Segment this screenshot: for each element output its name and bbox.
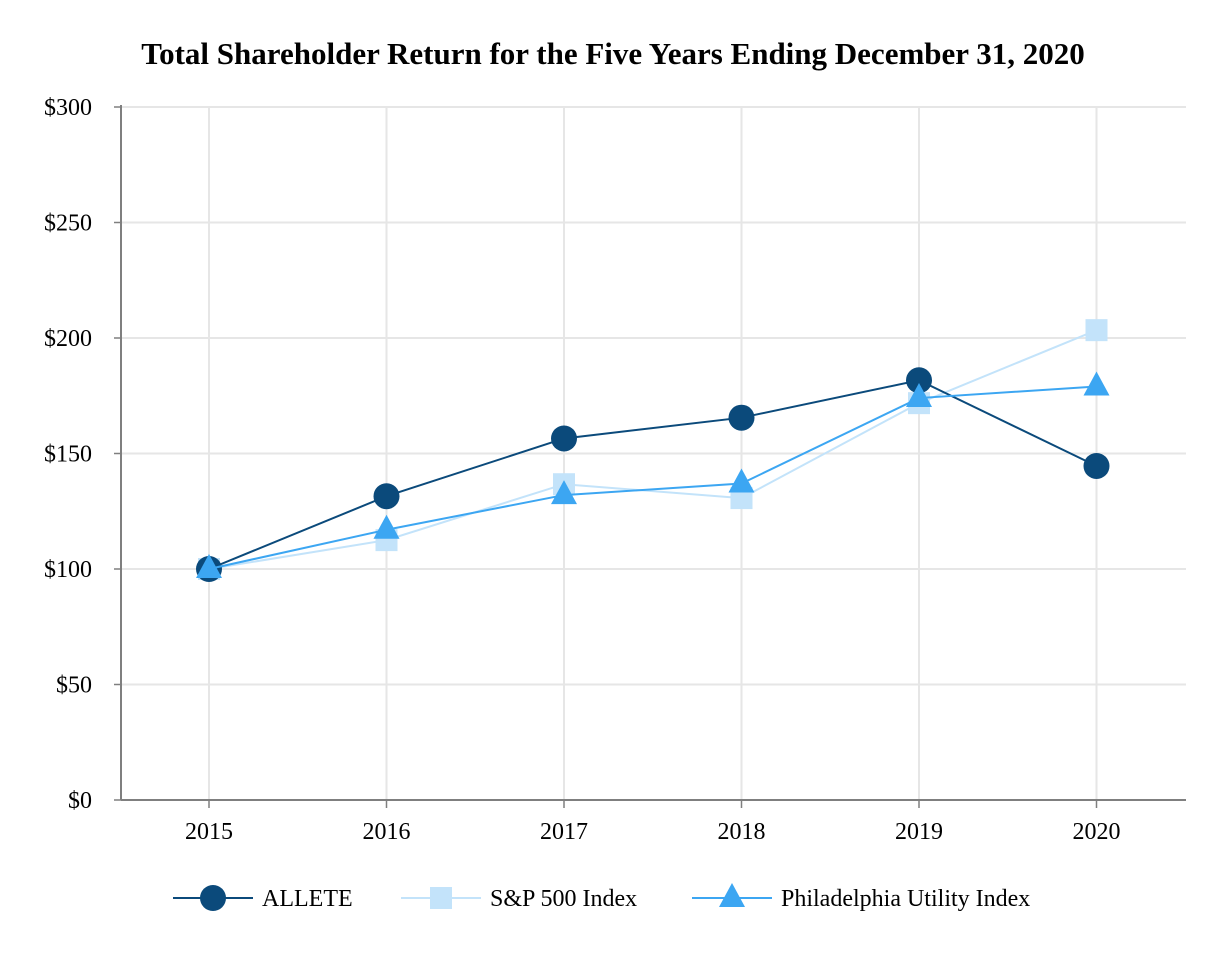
y-tick-label: $50 [56,673,92,699]
data-point [730,487,753,510]
legend-item: S&P 500 Index [401,886,637,912]
x-tick-label: 2020 [1073,819,1121,845]
legend-item: ALLETE [173,885,353,912]
data-point [1085,319,1108,342]
x-tick-label: 2019 [895,819,943,845]
legend-label: S&P 500 Index [490,886,637,912]
y-tick-label: $0 [68,788,92,814]
legend-marker [200,885,226,911]
grid [121,106,1186,800]
x-tick-label: 2015 [185,819,233,845]
axes [114,105,1186,808]
data-point [373,514,400,539]
data-point [1083,371,1110,396]
y-tick-label: $250 [44,211,92,237]
x-tick-label: 2016 [363,819,411,845]
data-point [906,383,932,408]
series-philadelphia-utility-index [196,371,1110,578]
y-tick-labels: $0 $50 $100 $150 $200 $250 $300 [44,95,92,814]
x-tick-label: 2018 [718,819,766,845]
y-tick-label: $150 [44,442,92,468]
legend-label: Philadelphia Utility Index [781,886,1030,912]
data-point [728,404,755,431]
chart-title: Total Shareholder Return for the Five Ye… [141,36,1085,71]
y-tick-label: $300 [44,95,92,121]
data-point [551,480,577,505]
series-group [196,319,1110,582]
legend: ALLETE S&P 500 Index Philadelphia Utility … [173,883,1030,912]
legend-item: Philadelphia Utility Index [692,883,1030,912]
series-line [208,385,1097,570]
data-point [373,483,400,510]
series-line [208,329,1097,570]
data-point [728,468,755,493]
y-tick-label: $200 [44,326,92,352]
series-allete [196,367,1110,582]
legend-label: ALLETE [262,886,353,912]
legend-marker [430,887,452,909]
series-line [208,379,1097,570]
data-point [1083,452,1110,479]
data-point [196,554,222,578]
legend-marker [719,883,745,907]
y-tick-label: $100 [44,557,92,583]
x-tick-label: 2017 [540,819,588,845]
x-tick-labels: 2015 2016 2017 2018 2019 2020 [185,819,1121,845]
data-point [551,425,577,452]
data-point [906,367,932,394]
